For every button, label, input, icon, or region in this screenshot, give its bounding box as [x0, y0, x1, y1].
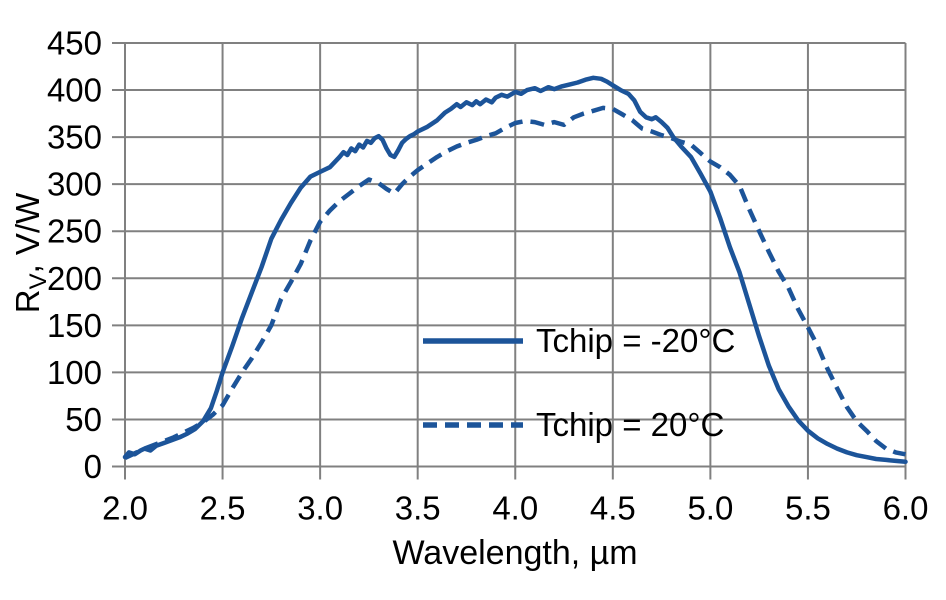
y-tick-label: 450	[47, 25, 102, 62]
x-tick-label: 5.5	[785, 490, 831, 527]
y-axis-title: RV, V/W	[5, 93, 52, 413]
legend-line-sample-solid	[423, 338, 523, 344]
legend-label: Tchip = -20°C	[536, 322, 736, 359]
x-tick-label: 4.0	[492, 490, 538, 527]
y-tick-label: 400	[47, 72, 102, 109]
x-tick-label: 2.5	[200, 490, 246, 527]
y-tick-label: 100	[47, 354, 102, 391]
y-tick-label: 50	[65, 401, 102, 438]
legend: Tchip = -20°C Tchip = 20°C	[423, 318, 735, 448]
series-line-tchip-plus20	[124, 105, 906, 461]
y-axis-title-rest: , V/W	[9, 192, 46, 274]
series-line-tchip-minus20	[122, 75, 908, 465]
legend-item-tchip-plus20: Tchip = 20°C	[423, 402, 735, 448]
y-axis-title-sub: V	[25, 273, 52, 290]
y-axis-title-main: R	[9, 289, 46, 314]
y-tick-label: 250	[47, 213, 102, 250]
y-tick-label: 300	[47, 166, 102, 203]
y-tick-label: 350	[47, 119, 102, 156]
x-tick-label: 5.0	[687, 490, 733, 527]
y-tick-label: 150	[47, 307, 102, 344]
x-tick-label: 2.0	[102, 490, 148, 527]
x-tick-label: 6.0	[883, 490, 929, 527]
legend-item-tchip-minus20: Tchip = -20°C	[423, 318, 735, 364]
legend-line-sample-dashed	[423, 422, 523, 428]
y-tick-label: 0	[84, 448, 102, 485]
x-tick-label: 4.5	[590, 490, 636, 527]
x-tick-label: 3.5	[395, 490, 441, 527]
y-tick-label: 200	[47, 260, 102, 297]
x-axis-title: Wavelength, µm	[392, 534, 638, 572]
x-tick-label: 3.0	[297, 490, 343, 527]
legend-label: Tchip = 20°C	[536, 406, 725, 443]
